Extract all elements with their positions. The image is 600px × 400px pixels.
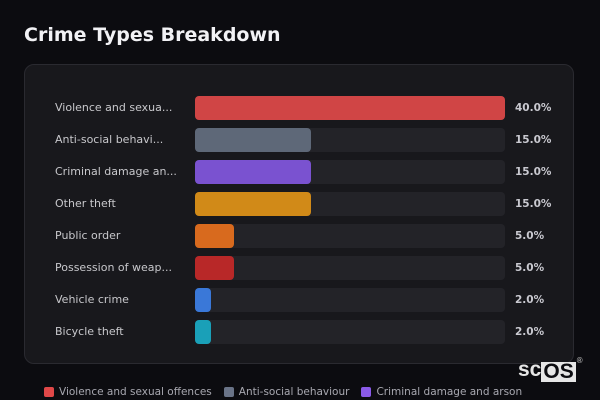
legend-swatch <box>223 387 234 397</box>
bar-track <box>195 320 505 344</box>
bar-label: Public order <box>55 229 121 242</box>
bar-row: Public order 5.0% <box>25 224 573 248</box>
bar-label: Vehicle crime <box>55 293 129 306</box>
legend-item[interactable]: Criminal damage and arson <box>361 386 522 398</box>
bar-value: 15.0% <box>515 198 552 210</box>
legend-item[interactable]: Violence and sexual offences <box>44 386 212 398</box>
bar-fill[interactable] <box>195 288 211 312</box>
bar-label: Other theft <box>55 197 116 210</box>
bar-label: Anti-social behavi... <box>55 133 164 146</box>
bar-value: 40.0% <box>515 102 552 114</box>
legend-label: Criminal damage and arson <box>376 386 523 398</box>
bar-track <box>195 224 505 248</box>
bar-fill[interactable] <box>195 320 211 344</box>
bar-value: 2.0% <box>515 326 545 338</box>
legend-item[interactable]: Anti-social behaviour <box>223 386 350 398</box>
logo-text-os: OS <box>541 360 576 383</box>
chart-card: Violence and sexua... 40.0% Anti-social … <box>24 64 574 364</box>
bar-value: 5.0% <box>515 230 545 242</box>
bar-value: 15.0% <box>515 166 552 178</box>
legend-swatch <box>44 387 54 397</box>
bar-fill[interactable] <box>195 256 234 280</box>
bar-label: Criminal damage an... <box>55 165 177 178</box>
logo-text-sc: sc <box>518 358 542 381</box>
bar-label: Possession of weap... <box>55 261 172 274</box>
bar-value: 2.0% <box>515 294 545 306</box>
bar-label: Bicycle theft <box>55 325 124 338</box>
bar-fill[interactable] <box>195 96 505 120</box>
bar-fill[interactable] <box>195 224 234 248</box>
scos-logo: sc OS ® <box>518 356 583 383</box>
bar-row: Anti-social behavi... 15.0% <box>25 128 573 152</box>
bar-row: Vehicle crime 2.0% <box>25 288 573 312</box>
chart-title: Crime Types Breakdown <box>24 24 281 46</box>
bar-row: Violence and sexua... 40.0% <box>25 96 573 120</box>
chart-legend: Violence and sexual offences Anti-social… <box>44 386 522 398</box>
bar-value: 5.0% <box>515 262 545 274</box>
registered-mark: ® <box>576 356 583 365</box>
legend-label: Violence and sexual offences <box>59 386 212 398</box>
bar-track <box>195 256 505 280</box>
bar-row: Possession of weap... 5.0% <box>25 256 573 280</box>
bar-value: 15.0% <box>515 134 552 146</box>
bar-fill[interactable] <box>195 192 312 216</box>
legend-swatch <box>361 387 372 397</box>
bar-track <box>195 160 505 184</box>
bar-track <box>195 96 505 120</box>
bar-track <box>195 288 505 312</box>
bar-track <box>195 128 505 152</box>
legend-label: Anti-social behaviour <box>238 386 350 398</box>
bar-row: Bicycle theft 2.0% <box>25 320 573 344</box>
bar-track <box>195 192 505 216</box>
bar-fill[interactable] <box>195 160 312 184</box>
bar-label: Violence and sexua... <box>55 101 173 114</box>
bar-fill[interactable] <box>195 128 312 152</box>
bar-row: Criminal damage an... 15.0% <box>25 160 573 184</box>
bar-row: Other theft 15.0% <box>25 192 573 216</box>
